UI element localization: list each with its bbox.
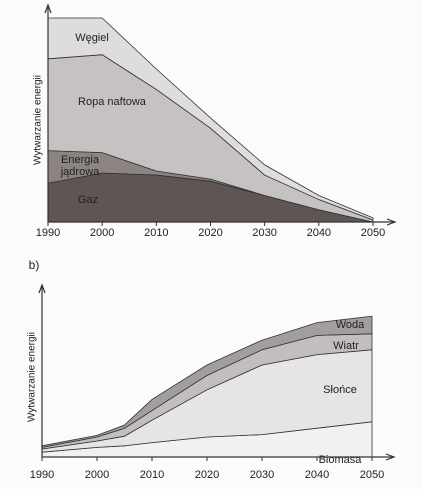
- x-tick-label: 2000: [85, 469, 109, 481]
- layer-label: Węgiel: [75, 32, 109, 44]
- area-layer: [41, 315, 373, 448]
- x-tick-label: 2040: [307, 227, 331, 239]
- x-tick-label: 2030: [252, 227, 276, 239]
- layer-label: Ropa naftowa: [78, 96, 147, 108]
- x-tick-label: 2020: [195, 469, 219, 481]
- y-axis-label: Wytwarzanie energii: [27, 332, 38, 422]
- layer-label: Wiatr: [333, 340, 359, 352]
- area-layer: [47, 17, 374, 221]
- layer-label: Słońce: [323, 384, 357, 396]
- y-axis-label: Wytwarzanie energii: [33, 75, 44, 165]
- layer-label: Biomasa: [319, 454, 363, 466]
- axis-arrow: [44, 3, 52, 14]
- x-tick-label: 2030: [250, 469, 274, 481]
- panel-label: b): [29, 258, 40, 272]
- x-tick-label: 2000: [90, 227, 114, 239]
- layer-label: Gaz: [78, 194, 98, 206]
- layer-label: Energia jądrowa: [60, 154, 100, 178]
- x-tick-label: 2010: [144, 227, 168, 239]
- x-tick-label: 1990: [30, 469, 54, 481]
- x-tick-label: 2050: [361, 227, 385, 239]
- x-tick-label: 2040: [305, 469, 329, 481]
- x-tick-label: 2010: [140, 469, 164, 481]
- layer-label: Woda: [336, 319, 365, 331]
- axis-arrow: [38, 283, 46, 294]
- x-tick-label: 1990: [36, 227, 60, 239]
- x-tick-label: 2020: [198, 227, 222, 239]
- x-tick-label: 2050: [360, 469, 384, 481]
- axis-arrow: [386, 218, 397, 226]
- axis-arrow: [385, 453, 396, 461]
